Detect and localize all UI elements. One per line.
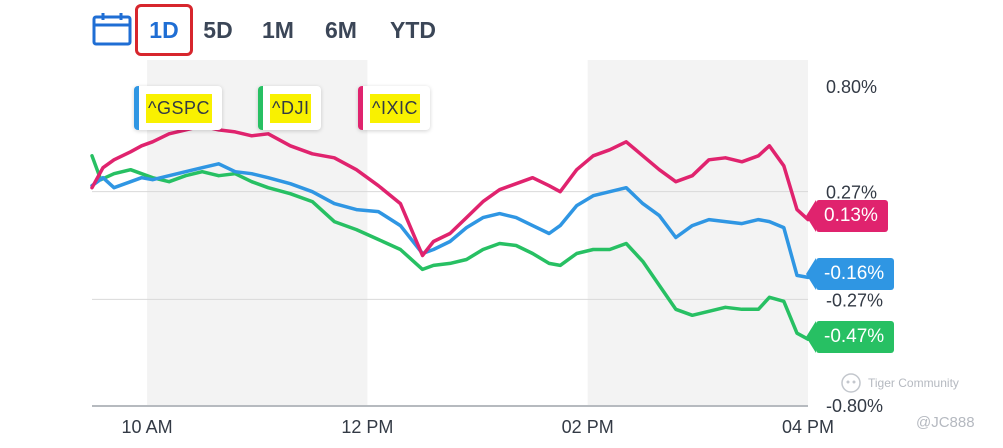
chart-area: 0.80% 0.27% -0.27% -0.80% 10 AM 12 PM 02 PM 04 …	[0, 60, 1003, 448]
y-tick-label: 0.80%	[826, 77, 877, 97]
y-tick-label: 0.27%	[826, 183, 877, 203]
legend-color-gspc	[134, 86, 139, 130]
legend-label-gspc: ^GSPC	[146, 93, 212, 123]
y-tick-label: -0.80%	[826, 396, 883, 416]
end-value-badge-gspc: -0.16%	[805, 258, 895, 290]
end-value-badge-ixic: 0.13%	[806, 200, 888, 232]
end-value-badge-dji: -0.47%	[805, 321, 895, 353]
range-1m-button[interactable]: 1M	[262, 17, 294, 43]
x-tick-label: 02 PM	[562, 417, 614, 437]
shaded-band-1	[587, 60, 808, 405]
range-5d-button[interactable]: 5D	[203, 17, 233, 43]
series-line-gspc	[90, 162, 810, 280]
y-tick-label: -0.27%	[826, 290, 883, 310]
legend-item-gspc[interactable]: ^GSPC	[134, 86, 222, 130]
author-handle: @JC888	[916, 414, 975, 431]
range-1d-button[interactable]: 1D	[135, 4, 193, 56]
legend-color-ixic	[358, 86, 363, 130]
legend-item-dji[interactable]: ^DJI	[258, 86, 322, 130]
x-tick-label: 04 PM	[782, 417, 834, 437]
tiger-logo-icon	[841, 373, 861, 393]
series-line-dji	[90, 154, 810, 341]
legend-label-dji: ^DJI	[270, 93, 312, 123]
legend-label-ixic: ^IXIC	[370, 93, 420, 123]
range-toolbar: 1D 5D 1M 6M YTD	[0, 0, 520, 60]
range-ytd-button[interactable]: YTD	[390, 17, 436, 43]
x-tick-label: 10 AM	[122, 417, 173, 437]
legend-item-ixic[interactable]: ^IXIC	[358, 86, 430, 130]
watermark-text: Tiger Community	[868, 376, 959, 390]
calendar-icon[interactable]	[92, 12, 132, 46]
range-6m-button[interactable]: 6M	[325, 17, 357, 43]
x-tick-label: 12 PM	[341, 417, 393, 437]
legend-color-dji	[258, 86, 263, 130]
